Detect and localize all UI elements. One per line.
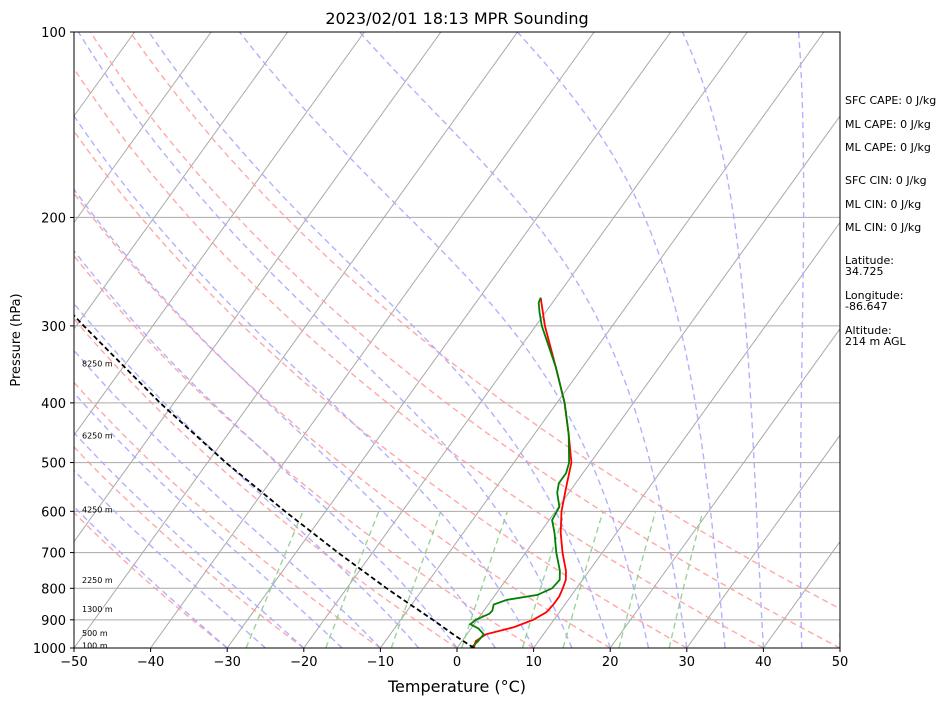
x-axis-label: Temperature (°C) xyxy=(387,677,526,696)
height-label: 6250 m xyxy=(82,432,113,441)
dry-adiabat-line xyxy=(74,129,688,648)
sfc-cin-text: SFC CIN: 0 J/kg xyxy=(845,174,927,187)
isotherm-line xyxy=(74,32,289,330)
isotherm-line xyxy=(686,434,840,648)
mixing-ratio-line xyxy=(245,511,304,648)
latitude-text: Latitude: 34.725 xyxy=(845,254,894,278)
y-axis-label: Pressure (hPa) xyxy=(9,293,24,386)
ml-cape-text: ML CAPE: 0 J/kg xyxy=(845,118,931,131)
x-tick-label: 40 xyxy=(755,655,772,670)
isotherm-line xyxy=(379,32,825,648)
profile-series-2 xyxy=(468,297,571,648)
x-tick-label: −10 xyxy=(367,655,394,670)
mixing-ratio-line xyxy=(562,511,604,648)
y-tick-label: 600 xyxy=(41,505,66,520)
chart-title: 2023/02/01 18:13 MPR Sounding xyxy=(325,9,588,28)
moist-adiabat-line xyxy=(238,32,650,648)
isotherm-line xyxy=(74,32,212,224)
moist-adiabat-line xyxy=(74,469,266,648)
height-label: 500 m xyxy=(82,629,108,638)
y-tick-label: 700 xyxy=(41,547,66,562)
plot-frame xyxy=(73,31,841,649)
moist-adiabat-line xyxy=(74,505,228,648)
profile-lines xyxy=(74,297,573,648)
moist-adiabat-line xyxy=(74,431,305,648)
x-tick-label: −50 xyxy=(60,655,87,670)
moist-adiabat-line xyxy=(797,32,805,648)
y-tick-label: 100 xyxy=(41,26,66,41)
x-tick-label: 10 xyxy=(525,655,542,670)
y-tick-label: 300 xyxy=(41,320,66,335)
ml-cin-text: ML CIN: 0 J/kg xyxy=(845,198,922,211)
isotherm-line xyxy=(74,32,365,437)
x-tick-label: 20 xyxy=(602,655,619,670)
x-tick-label: 0 xyxy=(453,655,461,670)
moist-adiabat-line xyxy=(148,32,611,648)
mixing-ratio-line xyxy=(461,511,509,648)
x-tick-label: 30 xyxy=(679,655,696,670)
isotherm-line xyxy=(226,32,672,648)
moist-adiabat-line xyxy=(74,249,458,648)
x-axis-ticks: −50 −40 −30 −20 −10 0 10 20 30 40 50 xyxy=(60,648,848,670)
y-tick-label: 1000 xyxy=(33,642,66,657)
height-label: 1300 m xyxy=(82,605,113,614)
mixing-ratio-line xyxy=(390,511,442,648)
moist-adiabat-line xyxy=(74,188,496,648)
dry-adiabat-line xyxy=(74,446,305,648)
dry-adiabat-line xyxy=(74,381,381,648)
dry-adiabat-line xyxy=(74,192,611,648)
profile-series-1 xyxy=(473,297,573,648)
mixing-ratio-line xyxy=(521,511,566,648)
y-tick-label: 800 xyxy=(41,582,66,597)
moist-adiabat-line xyxy=(74,391,343,648)
moist-adiabat-line xyxy=(74,114,535,648)
moist-adiabat-line xyxy=(516,32,726,648)
isotherm-line xyxy=(533,221,840,648)
mixing-ratio-line xyxy=(618,511,657,648)
y-tick-label: 400 xyxy=(41,397,66,412)
y-axis-ticks: 1000 900 800 700 600 500 400 300 200 100 xyxy=(33,26,74,657)
moist-adiabat-line xyxy=(74,349,381,648)
x-tick-label: 50 xyxy=(832,655,849,670)
height-label: 100 m xyxy=(82,641,108,650)
isotherm-line xyxy=(150,32,595,648)
sfc-cape-text: SFC CAPE: 0 J/kg xyxy=(845,94,937,107)
isotherm-line xyxy=(762,540,840,648)
ml-cin-text-2: ML CIN: 0 J/kg xyxy=(845,221,922,234)
y-tick-label: 500 xyxy=(41,457,66,472)
altitude-text: Altitude: 214 m AGL xyxy=(845,324,906,348)
height-label: 4250 m xyxy=(82,506,113,515)
x-tick-label: −20 xyxy=(290,655,317,670)
height-label: 8250 m xyxy=(82,359,113,368)
background-lines xyxy=(74,32,840,648)
moist-adiabat-line xyxy=(77,32,573,648)
height-label: 2250 m xyxy=(82,576,113,585)
dry-adiabat-line xyxy=(89,32,840,648)
mixing-ratio-line xyxy=(668,511,704,648)
profile-series-3 xyxy=(74,314,475,648)
isotherm-line xyxy=(456,115,840,648)
x-tick-label: −40 xyxy=(137,655,164,670)
x-tick-label: −30 xyxy=(213,655,240,670)
height-labels: 100 m 500 m 1300 m 2250 m 4250 m 6250 m 8250 m xyxy=(82,359,113,650)
isotherm-line xyxy=(303,32,748,648)
ml-cape-text-2: ML CAPE: 0 J/kg xyxy=(845,141,931,154)
longitude-text: Longitude: -86.647 xyxy=(845,289,904,313)
mixing-ratio-line xyxy=(325,511,380,648)
dry-adiabat-line xyxy=(74,67,764,648)
moist-adiabat-line xyxy=(681,32,765,648)
dry-adiabat-line xyxy=(129,32,840,610)
dry-adiabat-line xyxy=(74,317,458,648)
y-tick-label: 900 xyxy=(41,614,66,629)
y-tick-label: 200 xyxy=(41,211,66,226)
isotherm-line xyxy=(74,32,518,648)
isotherm-line xyxy=(609,327,840,648)
isotherm-line xyxy=(74,32,442,543)
